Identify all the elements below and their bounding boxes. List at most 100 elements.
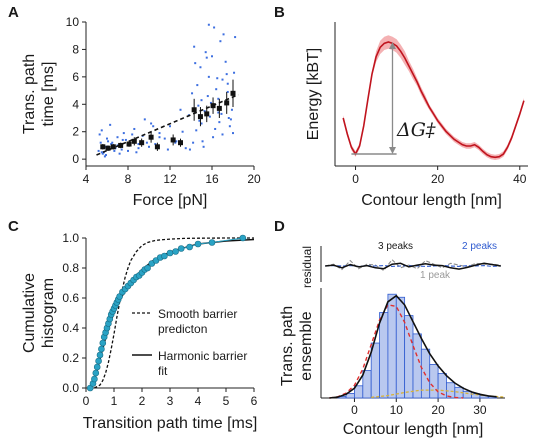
a-y-tick-label: 0 — [72, 152, 79, 166]
a-trend-line — [96, 93, 239, 156]
c-x-tick-label: 1 — [111, 394, 118, 408]
a-scatter-point — [118, 152, 121, 155]
a-scatter-point — [206, 95, 209, 98]
a-scatter-point — [196, 84, 199, 87]
d-histogram-bar — [395, 296, 406, 399]
a-scatter-point — [225, 73, 228, 76]
a-x-tick-label: 4 — [83, 172, 90, 186]
c-y-tick-label: 0.8 — [62, 261, 79, 275]
c-empirical-marker — [99, 339, 107, 347]
d-residual-one-peak — [325, 262, 501, 270]
a-binned-mean — [110, 144, 116, 150]
c-empirical-marker — [96, 351, 104, 359]
panel-d-plot: residual 0 10 20 30 Contour length [nm] Trans.… — [279, 246, 506, 438]
a-scatter-point — [208, 115, 211, 118]
c-empirical-marker — [144, 264, 151, 272]
a-scatter-point — [195, 129, 198, 132]
a-scatter-point — [137, 143, 140, 146]
d-residual-axis-label: residual — [300, 246, 314, 288]
a-binned-mean — [139, 140, 145, 146]
a-scatter-point — [135, 151, 138, 154]
c-legend-label: predicton — [158, 322, 207, 336]
c-empirical-marker — [186, 243, 193, 251]
d-histogram-bar — [404, 315, 414, 399]
a-y-tick-label: 4 — [72, 97, 79, 111]
panel-letter-b: B — [274, 4, 285, 21]
d-total-fit — [329, 294, 497, 399]
a-scatter-point — [209, 101, 212, 104]
a-x-tick-label: 20 — [247, 172, 261, 186]
a-scatter-point — [203, 110, 206, 113]
c-empirical-marker — [172, 248, 179, 255]
a-scatter-point — [103, 155, 106, 158]
a-scatter-point — [214, 127, 217, 130]
b-x-tick-label: 40 — [513, 172, 527, 186]
panel-letter-a: A — [8, 4, 19, 21]
delta-g-annotation: ΔG‡ — [396, 119, 436, 141]
panel-c-plot: 0.0 0.2 0.4 0.6 0.8 1.0 0 1 2 3 4 5 6 Transition path… — [21, 231, 258, 432]
a-scatter-point — [220, 112, 223, 115]
c-x-tick-label: 2 — [139, 394, 146, 408]
d-histogram-bar — [362, 370, 372, 399]
a-scatter-point — [145, 141, 148, 144]
a-scatter-point — [230, 108, 233, 111]
d-y-axis-label: Trans. path ensemble — [279, 306, 315, 386]
a-scatter-point — [229, 118, 232, 121]
c-x-tick-label: 3 — [167, 394, 174, 408]
c-legend-label: Harmonic barrier — [158, 349, 247, 363]
a-scatter-point — [184, 147, 187, 150]
c-y-axis-label-line: Cumulative — [21, 273, 38, 353]
a-scatter-point — [116, 136, 119, 139]
c-y-tick-label: 0.2 — [62, 351, 79, 365]
panel-a-plot: 0 2 4 6 8 10 4 8 12 16 20 Force [pN] Trans. path time… — [21, 15, 261, 209]
a-scatter-point — [192, 141, 195, 144]
a-scatter-point — [234, 36, 237, 39]
a-scatter-point — [198, 119, 201, 122]
d-x-tick-label: 0 — [351, 403, 358, 417]
d-x-tick-label: 30 — [473, 403, 487, 417]
a-scatter-point — [226, 90, 229, 93]
a-scatter-point — [133, 127, 136, 130]
a-scatter-point — [217, 97, 220, 100]
d-y-axis-label-line: ensemble — [298, 311, 315, 380]
c-x-tick-label: 5 — [223, 394, 230, 408]
a-scatter-point — [124, 138, 127, 141]
a-scatter-point — [122, 132, 125, 135]
c-empirical-marker — [166, 249, 174, 257]
b-barrier-arrow-head-bottom — [388, 147, 396, 154]
panel-letter-d: D — [274, 218, 285, 235]
a-binned-mean — [191, 107, 197, 113]
a-scatter-point — [213, 26, 216, 29]
d-residual-three-peaks — [325, 258, 501, 272]
a-scatter-point — [98, 133, 101, 136]
a-scatter-point — [109, 123, 112, 126]
a-binned-mean — [118, 142, 124, 148]
b-y-axis-label: Energy [kBT] — [305, 48, 322, 140]
a-binned-mean — [170, 137, 176, 143]
c-y-tick-label: 1.0 — [62, 231, 79, 245]
a-binned-mean — [131, 138, 137, 144]
a-scatter-point — [221, 133, 224, 136]
a-scatter-point — [219, 40, 222, 43]
a-scatter-point — [169, 125, 171, 128]
c-smooth-prediction-line — [94, 237, 254, 389]
a-scatter-point — [199, 66, 202, 69]
a-scatter-point — [154, 143, 157, 146]
a-scatter-point — [212, 136, 215, 139]
a-scatter-point — [104, 154, 107, 157]
c-legend-label: fit — [158, 364, 168, 378]
a-binned-mean — [178, 140, 183, 146]
c-empirical-marker — [239, 234, 247, 242]
a-scatter-point — [179, 108, 182, 111]
a-binned-mean — [197, 114, 203, 120]
a-scatter-point — [216, 77, 219, 80]
a-y-axis-label-line: time [ms] — [40, 62, 57, 127]
a-scatter-point — [100, 151, 103, 154]
d-histogram-bar — [379, 312, 389, 399]
b-x-tick-label: 20 — [431, 172, 445, 186]
b-energy-curve — [342, 41, 525, 159]
a-scatter-point — [200, 99, 203, 102]
a-scatter-point — [207, 75, 210, 78]
a-binned-mean — [154, 144, 160, 150]
